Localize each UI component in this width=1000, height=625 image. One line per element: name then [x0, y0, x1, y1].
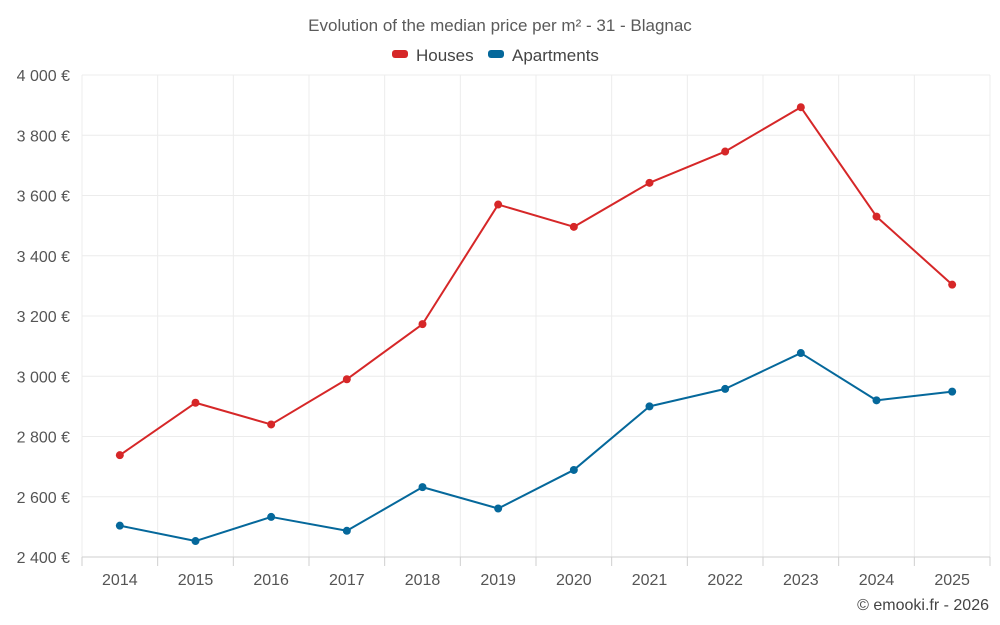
data-point-houses[interactable]: [267, 420, 276, 429]
data-point-houses[interactable]: [191, 398, 200, 407]
data-point-houses[interactable]: [418, 320, 427, 329]
data-point-houses[interactable]: [494, 200, 503, 209]
series-apartments: [115, 349, 957, 546]
credit-text: © emooki.fr - 2026: [857, 597, 989, 614]
data-point-apartments[interactable]: [115, 521, 124, 530]
data-point-apartments[interactable]: [342, 526, 351, 535]
legend: Houses Apartments: [392, 46, 599, 65]
legend-label-apartments: Apartments: [512, 46, 599, 65]
y-tick-label: 2 600 €: [17, 490, 70, 507]
data-point-houses[interactable]: [721, 147, 730, 156]
x-tick-label: 2023: [783, 572, 819, 589]
x-tick-label: 2022: [707, 572, 743, 589]
data-point-apartments[interactable]: [494, 504, 503, 513]
data-point-houses[interactable]: [342, 375, 351, 384]
legend-label-houses: Houses: [416, 46, 474, 65]
chart-title: Evolution of the median price per m² - 3…: [308, 16, 692, 35]
data-point-apartments[interactable]: [645, 402, 654, 411]
legend-swatch-apartments: [488, 50, 504, 58]
data-point-apartments[interactable]: [796, 349, 805, 358]
x-axis: 2014 2015 2016 2017 2018 2019 2020 2021 2022 2023…: [81, 556, 991, 589]
y-tick-label: 2 800 €: [17, 430, 70, 447]
data-point-apartments[interactable]: [721, 384, 730, 393]
legend-item-houses[interactable]: Houses: [392, 46, 474, 65]
y-tick-label: 3 800 €: [17, 128, 70, 145]
data-point-apartments[interactable]: [267, 512, 276, 521]
x-tick-label: 2017: [329, 572, 365, 589]
data-point-houses[interactable]: [645, 178, 654, 187]
x-tick-label: 2025: [934, 572, 970, 589]
data-point-houses[interactable]: [872, 212, 881, 221]
data-point-houses[interactable]: [115, 451, 124, 460]
y-axis: 2 400 € 2 600 € 2 800 € 3 000 € 3 200 € 3 400…: [17, 68, 70, 567]
legend-swatch-houses: [392, 50, 408, 58]
data-point-apartments[interactable]: [872, 396, 881, 405]
x-tick-label: 2021: [632, 572, 668, 589]
data-point-houses[interactable]: [796, 103, 805, 112]
gridlines: [81, 74, 991, 557]
x-tick-label: 2016: [253, 572, 289, 589]
series-line-apartments: [119, 352, 953, 543]
series-group: [115, 103, 957, 546]
series-line-houses: [119, 106, 953, 457]
y-tick-label: 3 600 €: [17, 189, 70, 206]
data-point-apartments[interactable]: [569, 465, 578, 474]
y-tick-label: 3 400 €: [17, 249, 70, 266]
data-point-apartments[interactable]: [948, 387, 957, 396]
data-point-apartments[interactable]: [191, 537, 200, 546]
x-tick-label: 2014: [102, 572, 138, 589]
data-point-houses[interactable]: [948, 280, 957, 289]
data-point-houses[interactable]: [569, 222, 578, 231]
x-tick-label: 2015: [178, 572, 214, 589]
y-tick-label: 2 400 €: [17, 550, 70, 567]
x-tick-label: 2020: [556, 572, 592, 589]
y-tick-label: 3 200 €: [17, 309, 70, 326]
series-houses: [115, 103, 957, 460]
x-tick-label: 2024: [859, 572, 895, 589]
x-tick-label: 2019: [480, 572, 516, 589]
y-tick-label: 4 000 €: [17, 68, 70, 85]
data-point-apartments[interactable]: [418, 483, 427, 492]
y-tick-label: 3 000 €: [17, 369, 70, 386]
legend-item-apartments[interactable]: Apartments: [488, 46, 599, 65]
x-tick-label: 2018: [405, 572, 441, 589]
